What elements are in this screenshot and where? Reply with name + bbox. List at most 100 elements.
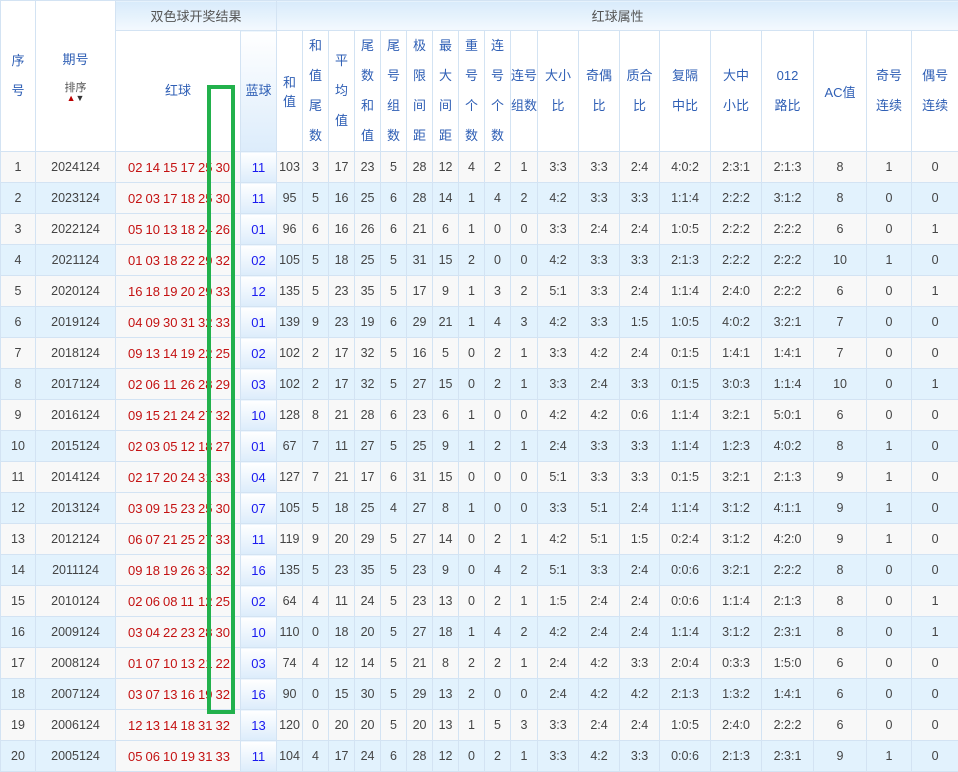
- mod3-cell: 4:2:0: [762, 524, 814, 555]
- repeat-count-cell: 0: [459, 741, 485, 772]
- mod3-cell: 1:4:1: [762, 338, 814, 369]
- range-cell: 29: [407, 307, 433, 338]
- red-ball: 30: [216, 191, 234, 206]
- sum-tail-cell: 0: [303, 710, 329, 741]
- red-ball: 31: [198, 718, 216, 733]
- average-cell: 17: [329, 741, 355, 772]
- range-cell: 23: [407, 586, 433, 617]
- odd-consecutive-cell: 1: [867, 493, 912, 524]
- blue-ball-cell: 11: [241, 524, 277, 555]
- arrow-down-icon[interactable]: ▼: [76, 93, 85, 103]
- mod3-cell: 2:3:1: [762, 741, 814, 772]
- issue-cell: 2014124: [36, 462, 116, 493]
- odd-even-cell: 3:3: [579, 431, 620, 462]
- red-ball: 19: [181, 749, 199, 764]
- ac-value-cell: 6: [814, 710, 867, 741]
- ac-value-cell: 6: [814, 214, 867, 245]
- consecutive-groups-cell: 2: [511, 183, 538, 214]
- average-cell: 23: [329, 555, 355, 586]
- sum-tail-cell: 0: [303, 617, 329, 648]
- tail-sum-cell: 19: [355, 307, 381, 338]
- seq-cell: 5: [1, 276, 36, 307]
- issue-cell: 2006124: [36, 710, 116, 741]
- average-cell: 16: [329, 183, 355, 214]
- odd-consecutive-cell: 0: [867, 338, 912, 369]
- header-average: 平均 值: [329, 31, 355, 152]
- repeat-count-cell: 4: [459, 152, 485, 183]
- sum-tail-cell: 5: [303, 245, 329, 276]
- tail-groups-cell: 5: [381, 617, 407, 648]
- big-small-cell: 5:1: [538, 276, 579, 307]
- red-ball: 14: [163, 718, 181, 733]
- prime-composite-cell: 3:3: [620, 741, 660, 772]
- average-cell: 20: [329, 524, 355, 555]
- tail-sum-cell: 25: [355, 493, 381, 524]
- repeat-count-cell: 0: [459, 369, 485, 400]
- big-small-cell: 2:4: [538, 648, 579, 679]
- even-consecutive-cell: 1: [912, 369, 958, 400]
- sum-cell: 67: [277, 431, 303, 462]
- issue-cell: 2018124: [36, 338, 116, 369]
- red-ball: 24: [181, 408, 199, 423]
- odd-even-cell: 4:2: [579, 679, 620, 710]
- red-ball: 18: [146, 284, 164, 299]
- prime-composite-cell: 3:3: [620, 245, 660, 276]
- repeat-count-cell: 1: [459, 183, 485, 214]
- red-ball: 02: [128, 377, 146, 392]
- average-cell: 17: [329, 152, 355, 183]
- header-issue[interactable]: 期号 排序 ▲▼: [36, 1, 116, 152]
- header-big-small: 大小 比: [538, 31, 579, 152]
- repeat-count-cell: 1: [459, 431, 485, 462]
- issue-cell: 2013124: [36, 493, 116, 524]
- seq-cell: 8: [1, 369, 36, 400]
- odd-even-cell: 3:3: [579, 276, 620, 307]
- red-ball: 27: [198, 532, 216, 547]
- tail-sum-cell: 27: [355, 431, 381, 462]
- tail-sum-cell: 32: [355, 338, 381, 369]
- red-ball: 01: [128, 253, 146, 268]
- mod3-cell: 2:2:2: [762, 710, 814, 741]
- red-ball: 25: [198, 160, 216, 175]
- red-ball: 19: [163, 563, 181, 578]
- arrow-up-icon[interactable]: ▲: [67, 93, 76, 103]
- sort-arrows-icon[interactable]: ▲▼: [36, 94, 115, 103]
- red-ball: 15: [163, 501, 181, 516]
- max-gap-cell: 13: [433, 586, 459, 617]
- blue-ball-cell: 10: [241, 400, 277, 431]
- max-gap-cell: 12: [433, 741, 459, 772]
- prime-composite-cell: 2:4: [620, 214, 660, 245]
- big-mid-small-cell: 1:3:2: [711, 679, 762, 710]
- blue-ball-cell: 16: [241, 679, 277, 710]
- range-cell: 31: [407, 462, 433, 493]
- repeat-skip-mid-cell: 0:1:5: [660, 338, 711, 369]
- mod3-cell: 2:1:3: [762, 586, 814, 617]
- repeat-count-cell: 1: [459, 617, 485, 648]
- tail-groups-cell: 5: [381, 152, 407, 183]
- prime-composite-cell: 3:3: [620, 183, 660, 214]
- issue-cell: 2024124: [36, 152, 116, 183]
- average-cell: 23: [329, 276, 355, 307]
- red-ball: 16: [128, 284, 146, 299]
- sum-tail-cell: 4: [303, 741, 329, 772]
- max-gap-cell: 18: [433, 617, 459, 648]
- range-cell: 28: [407, 741, 433, 772]
- consecutive-count-cell: 2: [485, 431, 511, 462]
- header-range: 极限 间距: [407, 31, 433, 152]
- ac-value-cell: 10: [814, 245, 867, 276]
- sum-cell: 96: [277, 214, 303, 245]
- sum-tail-cell: 9: [303, 307, 329, 338]
- issue-cell: 2023124: [36, 183, 116, 214]
- range-cell: 27: [407, 369, 433, 400]
- red-ball: 21: [198, 656, 216, 671]
- big-mid-small-cell: 1:1:4: [711, 586, 762, 617]
- blue-ball-cell: 02: [241, 338, 277, 369]
- header-red: 红球: [116, 31, 241, 152]
- header-max-gap: 最大 间距: [433, 31, 459, 152]
